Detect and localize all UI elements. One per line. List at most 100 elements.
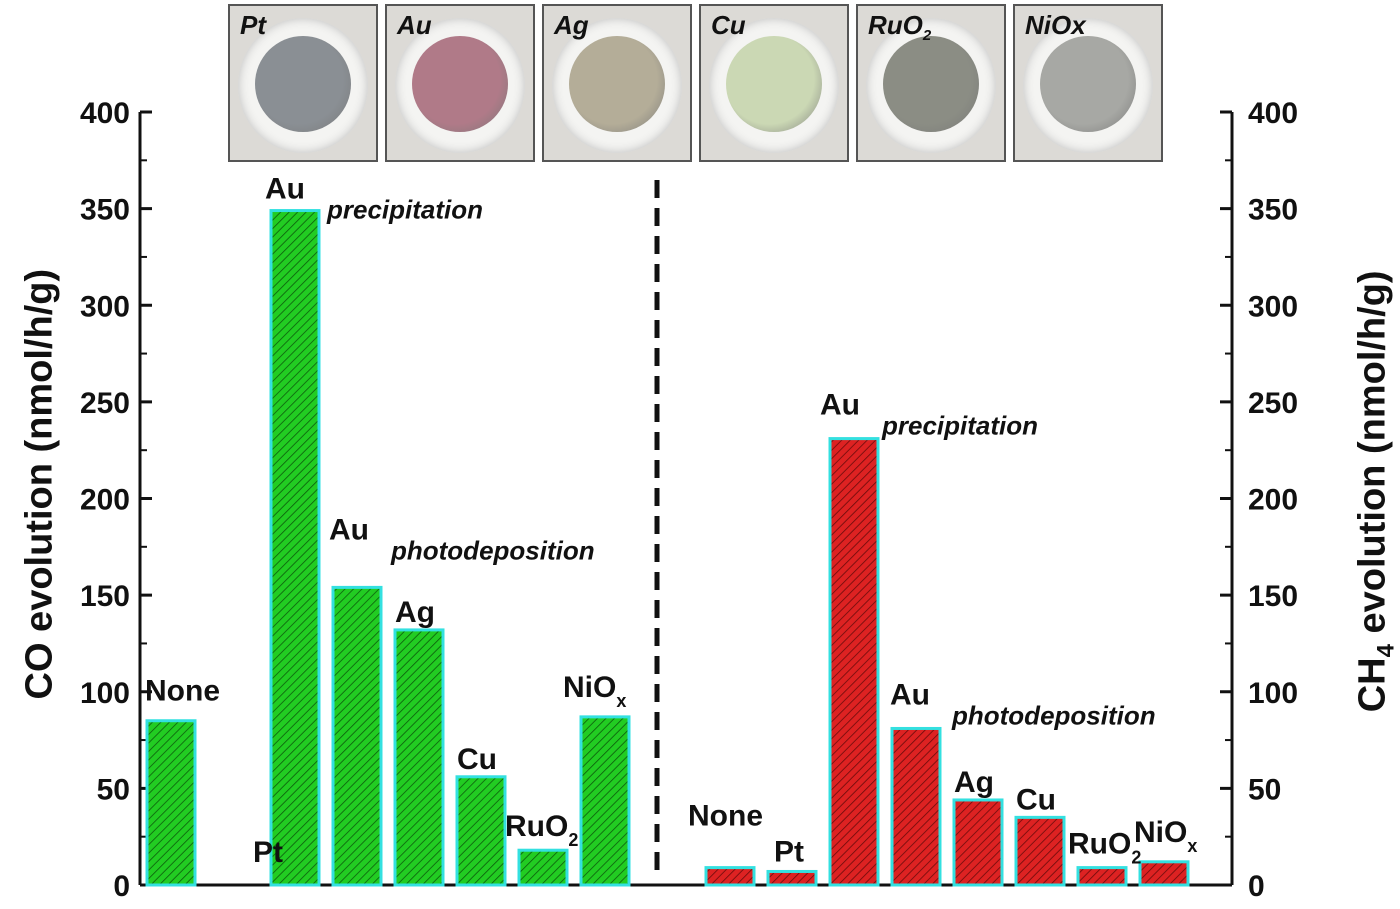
co-bar-label: Ag	[395, 596, 435, 629]
ch4-bar-label: RuO2	[1068, 828, 1141, 868]
bar-label-subscript: 2	[568, 830, 578, 850]
co-bar-label: None	[145, 675, 220, 708]
powder-sample-image	[1040, 36, 1136, 132]
ch4-bar-label: Pt	[774, 835, 804, 868]
bar-label-main: Pt	[253, 836, 283, 869]
sample-photo: Au	[385, 4, 535, 162]
bars-layer	[145, 209, 1190, 887]
right-tick-label: 300	[1248, 290, 1298, 323]
bar-label-main: NiO	[563, 671, 616, 704]
ch4-bar	[1076, 866, 1128, 887]
left-tick-label: 400	[80, 97, 130, 130]
labels-layer: 0 0 50 50 100 100 150 150 200 200 250 250 300 300 350 3…	[80, 97, 1298, 903]
bar-label-main: Pt	[774, 835, 804, 868]
sample-photo: Ag	[542, 4, 692, 162]
powder-sample-image	[726, 36, 822, 132]
co-bar	[517, 848, 569, 887]
left-tick-label: 50	[97, 773, 130, 806]
left-tick-label: 200	[80, 484, 130, 517]
bar-label-main: Ag	[954, 766, 994, 799]
sample-photo: RuO2	[856, 4, 1006, 162]
co-bar	[269, 209, 321, 887]
co-bar-note: photodeposition	[390, 535, 595, 565]
co-bar-label: Au	[265, 173, 305, 206]
right-tick-label: 0	[1248, 870, 1265, 903]
right-tick-label: 350	[1248, 194, 1298, 227]
bar-label-subscript: 2	[1131, 848, 1141, 868]
bar-label-main: None	[145, 675, 220, 708]
sample-photo-label: Cu	[711, 10, 746, 40]
bar-label-main: Ag	[395, 596, 435, 629]
bar-label-main: RuO	[505, 810, 568, 843]
ch4-bar	[890, 726, 942, 887]
sample-photo-strip: Pt Au Ag Cu RuO2 NiOx	[228, 4, 1168, 162]
ch4-bar-label: None	[688, 800, 763, 833]
bar-label-main: None	[688, 800, 763, 833]
sample-photo-label-subscript: 2	[922, 27, 932, 45]
sample-photo-label: Au	[397, 10, 432, 40]
powder-sample-image	[569, 36, 665, 132]
right-tick-label: 100	[1248, 677, 1298, 710]
bar-label-main: Au	[329, 513, 369, 546]
left-tick-label: 250	[80, 387, 130, 420]
sample-photo-label: NiOx	[1025, 10, 1086, 40]
co-bar-label: Cu	[457, 743, 497, 776]
co-bar	[455, 775, 507, 887]
left-tick-label: 300	[80, 290, 130, 323]
bar-label-main: Au	[890, 678, 930, 711]
sample-photo: Pt	[228, 4, 378, 162]
axes-layer	[138, 110, 1234, 887]
left-axis-label: CO evolution (nmol/h/g)	[19, 269, 62, 700]
co-bar-label: Pt	[253, 836, 283, 869]
ch4-bar	[704, 866, 756, 887]
sample-photo-label: Ag	[554, 10, 589, 40]
right-tick-label: 250	[1248, 387, 1298, 420]
co-bar	[331, 585, 383, 887]
left-tick-label: 150	[80, 580, 130, 613]
ch4-bar	[766, 869, 818, 887]
ch4-bar-label: Au	[890, 678, 930, 711]
ch4-bar-label: Cu	[1016, 783, 1056, 816]
right-axis-label-sub: 4	[1372, 644, 1400, 658]
powder-sample-image	[412, 36, 508, 132]
co-bar	[145, 719, 197, 887]
ch4-bar	[1014, 815, 1066, 887]
bar-label-main: RuO	[1068, 828, 1131, 861]
bar-label-main: Cu	[1016, 783, 1056, 816]
co-bar	[393, 628, 445, 887]
co-bar-label: RuO2	[505, 810, 578, 850]
ch4-bar-label: Ag	[954, 766, 994, 799]
ch4-bar	[952, 798, 1004, 887]
co-bar-label: NiOx	[563, 671, 626, 711]
bar-label-main: Au	[265, 173, 305, 206]
right-axis-label-post: evolution (nmol/h/g)	[1351, 270, 1394, 645]
right-tick-label: 150	[1248, 580, 1298, 613]
left-tick-label: 100	[80, 677, 130, 710]
powder-sample-image	[255, 36, 351, 132]
sample-photo-label: Pt	[240, 10, 266, 40]
co-bar-label: Au	[329, 513, 369, 546]
ch4-bar-label: Au	[820, 389, 860, 422]
co-bar	[579, 715, 631, 887]
sample-photo: Cu	[699, 4, 849, 162]
ch4-bar-note: photodeposition	[951, 700, 1156, 730]
left-tick-label: 350	[80, 194, 130, 227]
right-tick-label: 200	[1248, 484, 1298, 517]
left-tick-label: 0	[113, 870, 130, 903]
bar-label-main: NiO	[1134, 816, 1187, 849]
right-tick-label: 50	[1248, 773, 1281, 806]
ch4-bar-label: NiOx	[1134, 816, 1197, 856]
ch4-bar	[828, 437, 880, 887]
right-axis-label-pre: CH	[1351, 657, 1394, 713]
right-tick-label: 400	[1248, 97, 1298, 130]
right-axis-label: CH4 evolution (nmol/h/g)	[1351, 270, 1400, 713]
ch4-bar	[1138, 860, 1190, 887]
bar-label-subscript: x	[1187, 836, 1197, 856]
bar-label-main: Cu	[457, 743, 497, 776]
bar-label-main: Au	[820, 389, 860, 422]
sample-photo-label: RuO2	[868, 10, 932, 45]
bar-label-subscript: x	[616, 691, 626, 711]
co-bar-note: precipitation	[326, 195, 483, 225]
